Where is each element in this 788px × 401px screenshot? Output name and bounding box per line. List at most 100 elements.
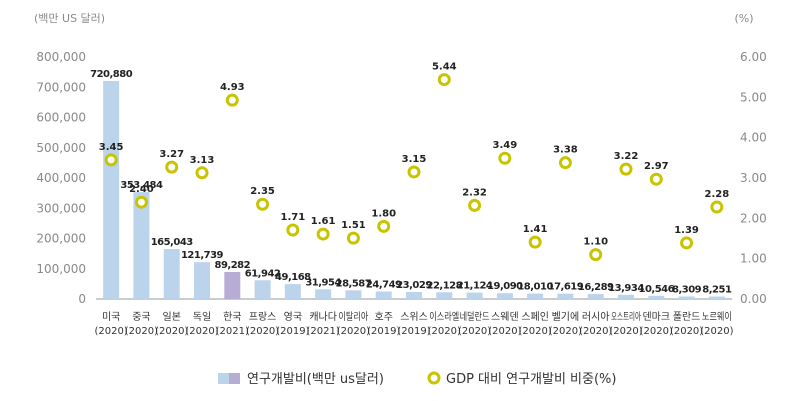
bar-value-label: 8,309 xyxy=(672,284,702,295)
scatter-point xyxy=(558,156,572,170)
category-name: 폴란드 xyxy=(673,311,701,323)
category-year: (2020) xyxy=(670,326,703,337)
scatter-point xyxy=(165,160,179,174)
category-name: 노르웨이 xyxy=(702,311,732,323)
bar xyxy=(496,293,513,299)
scatter-point xyxy=(498,151,512,165)
bar-value-label: 121,739 xyxy=(181,250,224,261)
scatter-point xyxy=(437,73,451,87)
right-tick-label: 3.00 xyxy=(740,171,767,185)
left-tick-label: 100,000 xyxy=(36,262,86,276)
scatter-value-label: 3.49 xyxy=(493,140,518,151)
category-name: 미국 xyxy=(102,311,120,323)
category-name: 네덜란드 xyxy=(460,311,490,323)
bar xyxy=(103,80,120,299)
bar xyxy=(557,293,574,299)
category-name: 덴마크 xyxy=(642,311,670,323)
bar-value-label: 61,942 xyxy=(245,268,281,279)
bar xyxy=(315,289,332,299)
legend-bar-swatch-highlight xyxy=(229,373,240,384)
category-year: (2020) xyxy=(155,326,188,337)
bar-value-label: 23,029 xyxy=(396,280,432,291)
category-year: (2020) xyxy=(579,326,612,337)
category-name: 스위스 xyxy=(400,310,428,323)
category-year: (2020) xyxy=(488,326,521,337)
right-tick-label: 4.00 xyxy=(740,131,767,145)
category-year: (2020) xyxy=(337,326,370,337)
scatter-value-label: 4.93 xyxy=(220,82,245,93)
scatter-value-label: 1.10 xyxy=(583,237,608,248)
bar xyxy=(224,271,241,299)
bar-value-label: 16,289 xyxy=(578,282,614,293)
scatter-value-label: 2.97 xyxy=(644,161,669,172)
scatter-point xyxy=(104,153,118,167)
left-tick-label: 0 xyxy=(78,292,86,306)
bar xyxy=(618,294,634,299)
scatter-value-label: 3.27 xyxy=(159,149,184,160)
category-year: (2020) xyxy=(185,326,218,337)
left-tick-label: 600,000 xyxy=(36,111,86,125)
bar xyxy=(406,292,422,299)
legend: 연구개발비(백만 us달러) GDP 대비 연구개발비 비중(%) xyxy=(218,371,616,387)
scatter-point xyxy=(528,235,542,249)
scatter-value-label: 1.51 xyxy=(341,220,366,231)
right-tick-label: 6.00 xyxy=(740,50,767,64)
category-year: (2020) xyxy=(95,326,128,337)
right-tick-label: 5.00 xyxy=(740,90,767,104)
category-name: 중국 xyxy=(132,311,150,323)
bar-value-label: 49,168 xyxy=(275,272,311,283)
legend-scatter-swatch xyxy=(427,371,441,385)
scatter-point xyxy=(680,236,694,250)
left-tick-label: 800,000 xyxy=(36,50,86,64)
category-name: 러시아 xyxy=(582,311,610,323)
category-year: (2020) xyxy=(428,326,461,337)
scatter-series xyxy=(104,73,724,262)
right-axis-unit: (%) xyxy=(734,12,753,25)
legend-scatter-label: GDP 대비 연구개발비 비중(%) xyxy=(446,372,616,387)
category-name: 캐나다 xyxy=(309,311,337,323)
bar-value-label: 165,043 xyxy=(151,237,194,248)
category-name: 독일 xyxy=(193,311,211,323)
bar-value-label: 17,619 xyxy=(548,282,584,293)
left-tick-label: 500,000 xyxy=(36,141,86,155)
category-name: 이스라엘 xyxy=(429,310,459,323)
scatter-value-label: 2.32 xyxy=(462,187,487,198)
category-year: (2020) xyxy=(609,326,642,337)
scatter-value-label: 1.80 xyxy=(371,208,396,219)
bar-value-label: 28,587 xyxy=(336,278,372,289)
right-axis-ticks: 0.00 1.00 2.00 3.00 4.00 5.00 6.00 xyxy=(740,50,767,306)
left-axis-unit: (백만 US 달러) xyxy=(34,12,105,25)
scatter-value-label: 3.38 xyxy=(553,145,578,156)
scatter-value-label: 3.45 xyxy=(99,142,124,153)
scatter-value-label: 2.35 xyxy=(250,186,275,197)
category-year: (2020) xyxy=(246,326,279,337)
bar xyxy=(708,296,725,299)
scatter-value-label: 1.61 xyxy=(311,216,336,227)
bar xyxy=(678,296,695,299)
category-name: 오스트리아 xyxy=(611,311,641,323)
left-tick-label: 700,000 xyxy=(36,80,86,94)
right-tick-label: 1.00 xyxy=(740,252,767,266)
category-year: (2019) xyxy=(276,326,309,337)
bar xyxy=(466,292,483,299)
bar xyxy=(436,292,453,299)
scatter-value-label: 1.71 xyxy=(281,212,306,223)
bar-value-label: 353,484 xyxy=(120,180,163,191)
category-name: 한국 xyxy=(223,311,241,323)
bar-value-labels: 720,880 353,484 165,043 121,73989,28261,942… xyxy=(90,69,732,296)
category-year: (2020) xyxy=(125,326,158,337)
bar-value-label: 24,749 xyxy=(366,280,402,291)
scatter-point xyxy=(589,248,603,262)
scatter-point xyxy=(225,93,239,107)
category-year: (2019) xyxy=(367,326,400,337)
category-name: 호주 xyxy=(375,311,393,323)
category-name: 스페인 xyxy=(521,311,549,323)
scatter-value-label: 2.40 xyxy=(129,184,154,195)
bar-value-label: 720,880 xyxy=(90,69,133,80)
category-year: (2021) xyxy=(216,326,249,337)
category-year: (2020) xyxy=(519,326,552,337)
scatter-point xyxy=(346,231,360,245)
bar-value-label: 10,546 xyxy=(638,284,674,295)
scatter-point xyxy=(316,227,330,241)
